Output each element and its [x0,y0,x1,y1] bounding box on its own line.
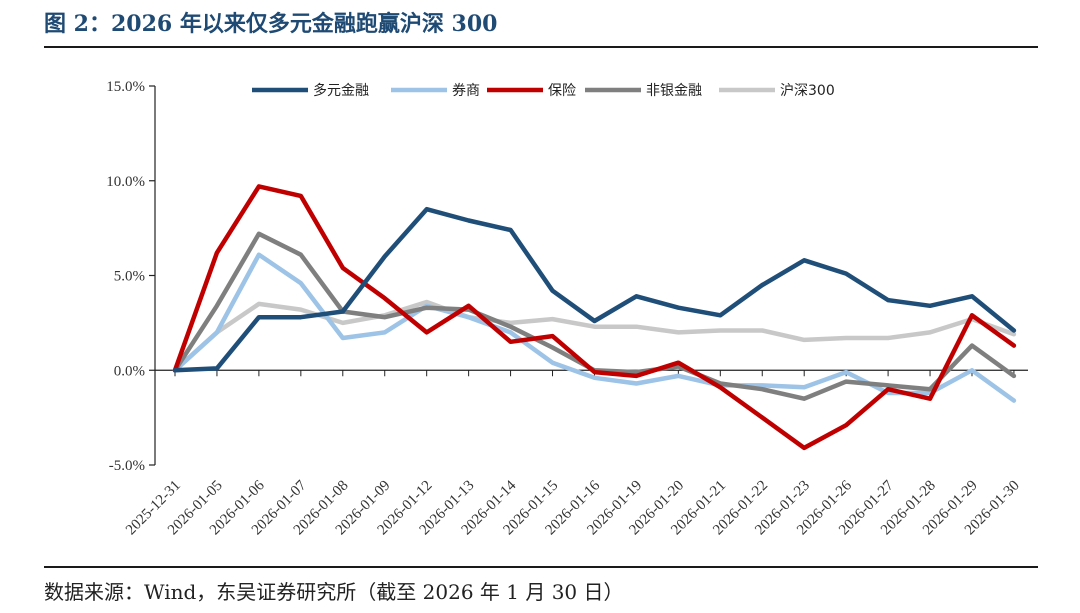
series-line-4 [172,299,1017,373]
chart-axes: -5.0%0.0%5.0%10.0%15.0%2025-12-312026-01… [106,79,1028,538]
line-chart: -5.0%0.0%5.0%10.0%15.0%2025-12-312026-01… [106,79,1028,538]
y-tick-label: 5.0% [114,269,145,285]
legend-label: 券商 [452,83,480,99]
y-tick-label: -5.0% [109,458,145,474]
source-note: 数据来源：Wind，东吴证券研究所（截至 2026 年 1 月 30 日） [44,580,624,604]
y-tick-label: 15.0% [106,79,145,95]
title-rule [44,46,1038,48]
y-tick-label: 10.0% [106,174,145,190]
series-line-0 [172,206,1017,373]
y-tick-label: 0.0% [114,363,145,379]
source-rule [44,566,1038,568]
legend-label: 非银金融 [646,83,702,99]
series-line-2 [172,184,1017,451]
legend-label: 保险 [548,83,576,99]
legend-label: 多元金融 [313,82,369,99]
legend-label: 沪深300 [780,83,835,99]
figure-title: 图 2：2026 年以来仅多元金融跑赢沪深 300 [44,11,498,37]
chart-series-lines [172,184,1017,451]
chart-legend: 多元金融 券商 保险 非银金融 沪深300 [252,82,835,99]
